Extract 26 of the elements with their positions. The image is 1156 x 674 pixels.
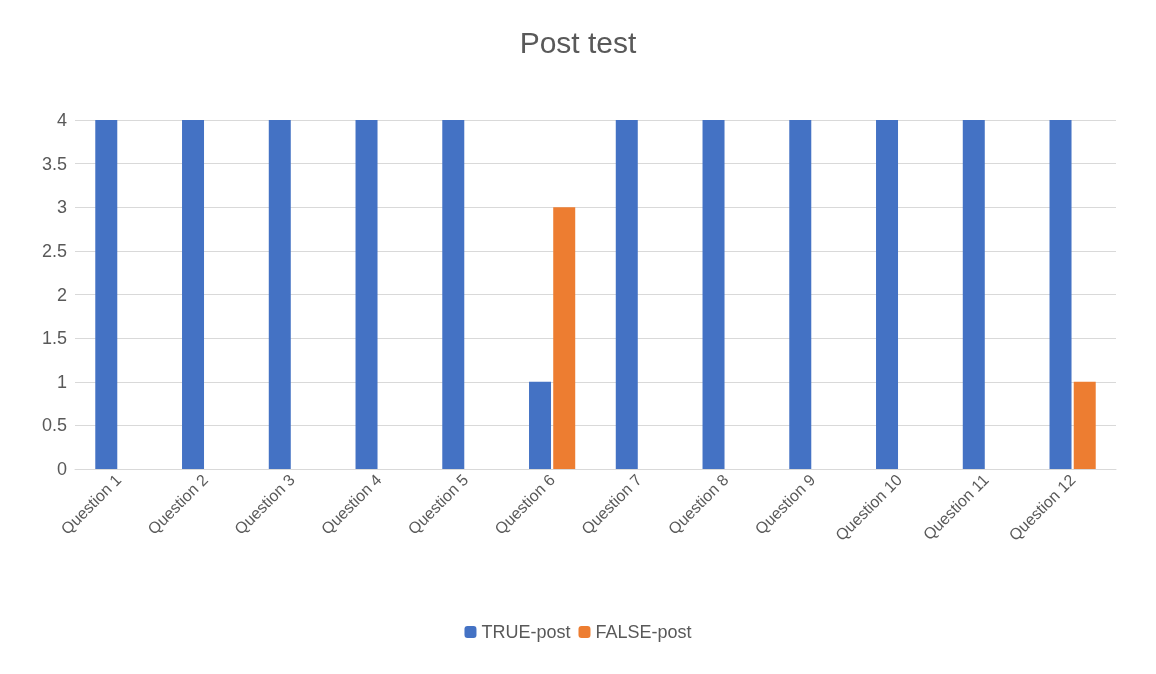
y-tick-label: 0.5	[41, 415, 67, 436]
bar	[962, 120, 985, 469]
y-tick-label: 3.5	[41, 153, 67, 174]
bar	[702, 120, 725, 469]
y-tick-label: 2	[56, 284, 67, 305]
bar	[553, 207, 576, 469]
bar	[268, 120, 291, 469]
bar	[789, 120, 812, 469]
bar	[95, 120, 118, 469]
y-tick-label: 4	[56, 110, 67, 130]
y-tick-label: 1.5	[41, 328, 67, 349]
legend-label: FALSE-post	[595, 622, 692, 642]
bar	[355, 120, 378, 469]
legend-label: TRUE-post	[481, 622, 571, 642]
bar	[529, 381, 552, 469]
y-tick-label: 1	[56, 371, 67, 392]
bar	[182, 120, 205, 469]
chart-title: Post test	[519, 25, 638, 59]
y-tick-label: 2.5	[41, 240, 67, 261]
bar	[1049, 120, 1072, 469]
bar	[1073, 381, 1096, 469]
bar	[615, 120, 638, 469]
bar	[442, 120, 465, 469]
y-tick-label: 3	[56, 197, 67, 218]
bar	[876, 120, 899, 469]
y-tick-label: 0	[56, 459, 67, 479]
